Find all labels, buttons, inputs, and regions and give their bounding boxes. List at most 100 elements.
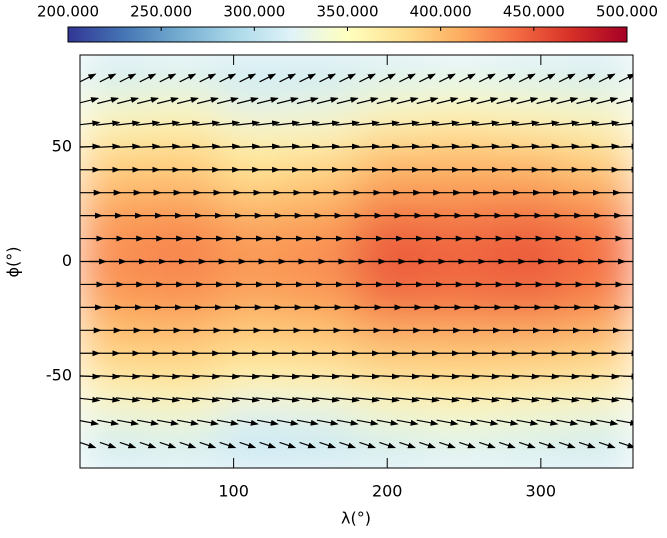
wind-arrow: [578, 441, 596, 449]
wind-arrow: [475, 373, 500, 380]
wind-arrow: [279, 441, 297, 449]
heat-cell: [356, 329, 427, 366]
wind-arrow: [435, 143, 460, 150]
wind-arrow: [615, 120, 633, 127]
wind-arrow: [119, 73, 137, 83]
wind-arrow: [476, 419, 499, 426]
wind-arrow: [515, 120, 540, 127]
wind-arrow: [479, 441, 496, 449]
wind-arrow: [80, 419, 100, 426]
heat-cell: [425, 157, 496, 194]
wind-arrow: [80, 97, 100, 104]
heat-cell: [80, 88, 150, 125]
wind-arrow: [395, 396, 420, 403]
wind-arrow: [439, 73, 456, 83]
heat-cell: [80, 433, 150, 468]
wind-arrow: [596, 97, 619, 105]
wind-arrow: [456, 419, 479, 426]
wind-arrow: [135, 373, 161, 380]
heat-cell: [80, 329, 150, 366]
wind-arrow: [335, 143, 360, 150]
x-tick-label: 100: [218, 482, 249, 501]
heat-cell: [80, 123, 150, 159]
wind-arrow: [456, 97, 479, 105]
wind-arrow: [455, 373, 480, 380]
heat-cell: [425, 123, 496, 159]
wind-arrow: [576, 419, 599, 426]
wind-arrow: [515, 373, 540, 380]
heat-cell: [563, 123, 633, 159]
wind-arrow: [495, 373, 520, 380]
wind-arrow: [538, 73, 556, 83]
y-axis-label: ϕ(°): [4, 246, 23, 277]
wind-arrow: [259, 73, 277, 83]
wind-arrow: [419, 73, 436, 83]
wind-arrow: [335, 396, 360, 403]
y-tick-label: 0: [62, 251, 72, 270]
wind-arrow: [137, 419, 159, 426]
wind-arrow: [399, 441, 416, 449]
wind-arrow: [99, 73, 117, 83]
wind-arrow: [80, 441, 97, 449]
heat-cell: [80, 192, 150, 228]
wind-arrow: [455, 143, 480, 150]
wind-arrow: [80, 396, 101, 403]
heat-cell: [494, 261, 565, 297]
heat-cell: [563, 398, 633, 435]
wind-arrow: [616, 419, 633, 426]
wind-arrow: [175, 120, 201, 127]
heat-cell: [563, 88, 633, 125]
heat-cell: [80, 261, 150, 297]
heat-cell: [356, 157, 427, 194]
heat-cell: [425, 192, 496, 228]
heat-cell: [563, 295, 633, 331]
heat-cell: [563, 364, 633, 400]
wind-arrow: [499, 441, 516, 449]
heat-cell: [356, 433, 427, 468]
heat-cell: [286, 123, 357, 159]
heat-cell: [494, 123, 565, 159]
heat-cell: [494, 88, 565, 125]
x-tick-label: 200: [372, 482, 403, 501]
y-tick-label: 50: [52, 136, 72, 155]
heat-cell: [286, 295, 357, 331]
wind-arrow: [555, 143, 580, 150]
wind-arrow: [276, 97, 299, 105]
wind-arrow: [355, 143, 380, 150]
wind-arrow: [435, 373, 460, 380]
colorbar-tick-label: 250.000: [130, 3, 192, 21]
heat-cell: [494, 226, 565, 262]
wind-arrow: [97, 97, 120, 105]
wind-arrow: [555, 120, 580, 127]
wind-arrow: [395, 143, 420, 150]
wind-arrow: [215, 120, 241, 127]
wind-arrow: [436, 97, 459, 105]
wind-arrow: [495, 120, 520, 127]
wind-arrow: [275, 396, 301, 403]
wind-arrow: [135, 396, 161, 403]
heat-cell: [494, 433, 565, 468]
wind-arrow: [575, 396, 600, 403]
wind-arrow: [396, 97, 419, 105]
wind-arrow: [235, 143, 261, 150]
wind-arrow: [516, 97, 539, 105]
wind-arrow: [315, 396, 341, 403]
heat-cell: [286, 433, 357, 468]
heat-cell: [217, 157, 288, 194]
wind-arrow: [216, 97, 239, 105]
heat-cell: [217, 364, 288, 400]
wind-arrow: [176, 97, 199, 105]
wind-arrow: [119, 441, 137, 449]
wind-arrow: [215, 396, 241, 403]
wind-vectors: [80, 73, 633, 449]
wind-arrow: [159, 441, 177, 449]
wind-arrow: [455, 120, 480, 127]
heat-cell: [563, 157, 633, 194]
wind-arrow: [498, 73, 516, 83]
wind-arrow: [336, 419, 359, 426]
wind-arrow: [295, 120, 321, 127]
wind-arrow: [475, 143, 500, 150]
wind-arrow: [295, 143, 321, 150]
wind-arrow: [115, 373, 141, 380]
wind-arrow: [558, 73, 576, 83]
